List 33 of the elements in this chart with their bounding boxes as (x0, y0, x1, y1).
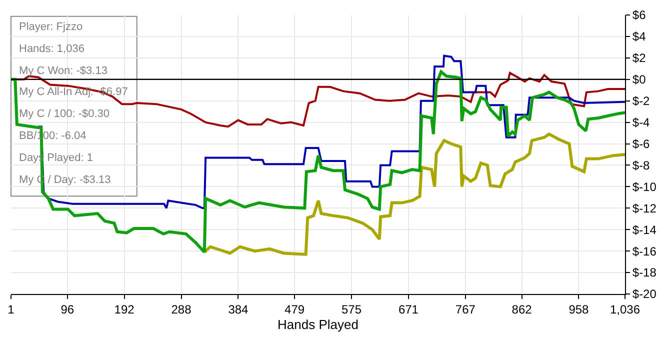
y-tick-label: $-14 (632, 222, 657, 237)
y-tick-label: $0 (632, 72, 646, 87)
y-tick-label: $2 (632, 51, 646, 66)
y-tick-label: $-12 (632, 201, 657, 216)
x-tick-label: 479 (284, 302, 305, 316)
x-tick-label: 384 (228, 302, 249, 316)
y-tick-label: $-10 (632, 180, 657, 194)
line-series (202, 132, 625, 256)
y-tick-label: $-6 (632, 136, 650, 151)
y-tick-label: $-20 (632, 287, 657, 302)
x-tick-label: 1,036 (610, 302, 640, 316)
x-tick-label: 671 (398, 302, 419, 316)
annotation: Player: Fjzzo (19, 21, 83, 33)
x-tick-label: 288 (171, 302, 192, 316)
x-axis-title: Hands Played (278, 317, 358, 332)
x-tick-label: 192 (114, 302, 135, 316)
y-tick-label: $-18 (632, 266, 657, 280)
x-tick-label: 862 (512, 302, 532, 316)
x-tick-label: 575 (342, 302, 362, 316)
annotation: My C / 100: -$0.30 (19, 108, 110, 120)
x-tick-label: 767 (455, 302, 476, 316)
x-tick-label: 96 (60, 302, 74, 316)
y-tick-label: $-2 (632, 94, 650, 108)
annotation: My C / Day: -$3.13 (19, 174, 111, 186)
annotation: My C Won: -$3.13 (19, 65, 108, 77)
y-tick-label: $4 (632, 30, 646, 44)
y-tick-label: $-8 (632, 158, 650, 172)
y-tick-label: $-4 (632, 116, 650, 130)
annotation: Hands: 1,036 (19, 43, 84, 55)
y-tick-label: $-16 (632, 244, 657, 258)
x-tick-label: 958 (568, 302, 590, 316)
x-tick-label: 1 (8, 302, 15, 316)
y-tick-label: $6 (632, 8, 646, 22)
